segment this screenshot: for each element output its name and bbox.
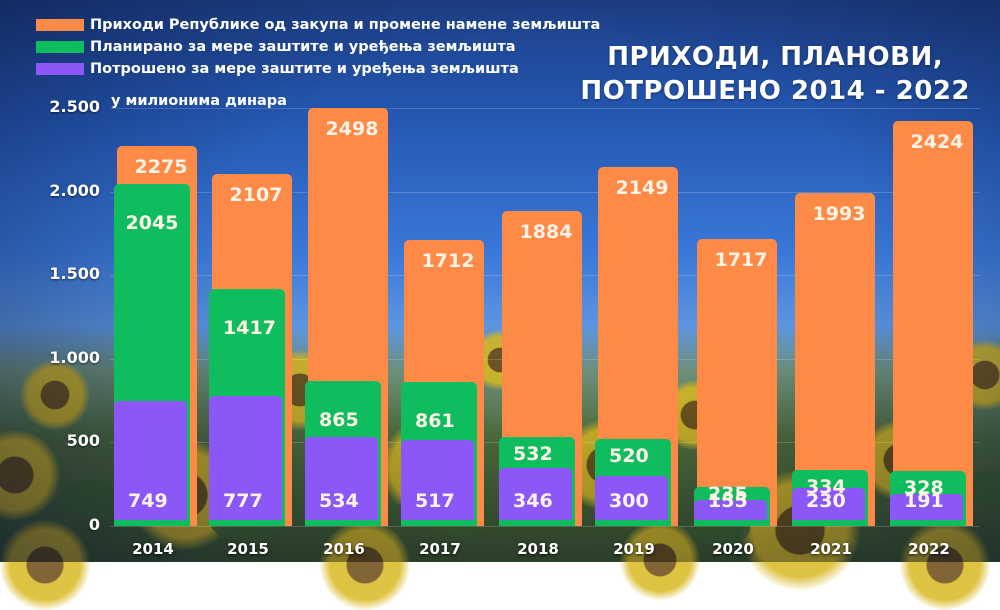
bar-value-spent: 749 bbox=[128, 490, 168, 512]
bar-value-spent: 300 bbox=[609, 490, 649, 512]
legend-label-income: Приходи Републике од закупа и промене на… bbox=[90, 17, 601, 33]
bar-value-spent: 517 bbox=[415, 490, 455, 512]
bar-value-income: 1884 bbox=[519, 220, 573, 243]
bar-value-planned: 520 bbox=[609, 445, 649, 468]
legend-label-planned: Планирано за мере заштите и уређења земљ… bbox=[90, 39, 516, 55]
bar-value-planned: 861 bbox=[415, 410, 455, 433]
legend-item-income: Приходи Републике од закупа и промене на… bbox=[36, 14, 600, 36]
y-tick-label: 2.000 bbox=[49, 180, 100, 200]
legend-swatch-spent bbox=[36, 63, 84, 75]
chart-title-line1: ПРИХОДИ, ПЛАНОВИ, bbox=[607, 42, 944, 72]
bar-value-spent: 230 bbox=[806, 490, 846, 512]
y-tick-label: 1.000 bbox=[49, 347, 100, 367]
y-tick-label: 2.500 bbox=[49, 97, 100, 116]
bar-spent bbox=[792, 487, 865, 520]
bar-spent bbox=[114, 400, 187, 520]
legend-item-spent: Потрошено за мере заштите и уређења земљ… bbox=[36, 58, 600, 80]
bar-value-planned: 328 bbox=[904, 477, 944, 500]
x-tick-label: 2022 bbox=[908, 540, 950, 558]
chart-title-line2: ПОТРОШЕНО 2014 - 2022 bbox=[580, 76, 970, 106]
bar-income bbox=[893, 120, 973, 526]
bar-value-planned: 532 bbox=[513, 443, 553, 466]
legend: Приходи Републике од закупа и промене на… bbox=[36, 14, 600, 80]
bar-value-income: 1712 bbox=[421, 249, 475, 272]
x-tick-label: 2019 bbox=[613, 540, 655, 558]
bar-value-spent: 346 bbox=[513, 490, 553, 512]
y-tick-label: 1.500 bbox=[49, 264, 100, 284]
bar-value-planned: 334 bbox=[806, 476, 846, 499]
bar-value-spent: 777 bbox=[223, 490, 263, 512]
bar-value-planned: 865 bbox=[319, 409, 359, 432]
x-tick-label: 2016 bbox=[323, 540, 365, 558]
bar-value-spent: 191 bbox=[904, 490, 944, 512]
bar-spent bbox=[209, 396, 282, 520]
bar-spent bbox=[694, 500, 767, 520]
x-tick-label: 2021 bbox=[810, 540, 852, 558]
bar-value-planned: 2045 bbox=[125, 212, 179, 235]
gridline bbox=[110, 108, 980, 109]
bar-value-spent: 155 bbox=[708, 490, 748, 512]
bar-value-income: 1993 bbox=[812, 202, 866, 225]
bar-income bbox=[697, 238, 777, 526]
bar-value-planned: 235 bbox=[708, 482, 748, 505]
bar-spent bbox=[595, 475, 668, 520]
bar-spent bbox=[499, 468, 572, 520]
legend-item-planned: Планирано за мере заштите и уређења земљ… bbox=[36, 36, 600, 58]
bar-value-spent: 534 bbox=[319, 490, 359, 512]
x-tick-label: 2014 bbox=[132, 540, 174, 558]
legend-swatch-planned bbox=[36, 41, 84, 53]
bar-value-income: 2498 bbox=[325, 118, 379, 141]
x-tick-label: 2020 bbox=[712, 540, 754, 558]
unit-label: у милионима динара bbox=[111, 93, 287, 109]
legend-label-spent: Потрошено за мере заштите и уређења земљ… bbox=[90, 61, 519, 77]
bar-spent bbox=[305, 436, 378, 520]
bar-value-income: 1717 bbox=[714, 248, 768, 271]
y-tick-label: 0 bbox=[88, 515, 100, 534]
bar-value-income: 2424 bbox=[910, 130, 964, 153]
bar-value-income: 2149 bbox=[615, 176, 669, 199]
bar-value-income: 2107 bbox=[229, 183, 283, 206]
x-tick-label: 2015 bbox=[227, 540, 269, 558]
legend-swatch-income bbox=[36, 19, 84, 31]
gridline bbox=[110, 191, 980, 193]
gridline bbox=[110, 526, 980, 527]
bar-spent bbox=[401, 439, 474, 520]
x-tick-label: 2017 bbox=[419, 540, 461, 558]
bar-value-planned: 1417 bbox=[223, 317, 276, 340]
bar-spent bbox=[890, 494, 963, 520]
x-tick-label: 2018 bbox=[517, 540, 559, 558]
chart-title: ПРИХОДИ, ПЛАНОВИ, ПОТРОШЕНО 2014 - 2022 bbox=[580, 40, 970, 108]
y-tick-label: 500 bbox=[66, 431, 100, 451]
bar-value-income: 2275 bbox=[134, 155, 188, 178]
